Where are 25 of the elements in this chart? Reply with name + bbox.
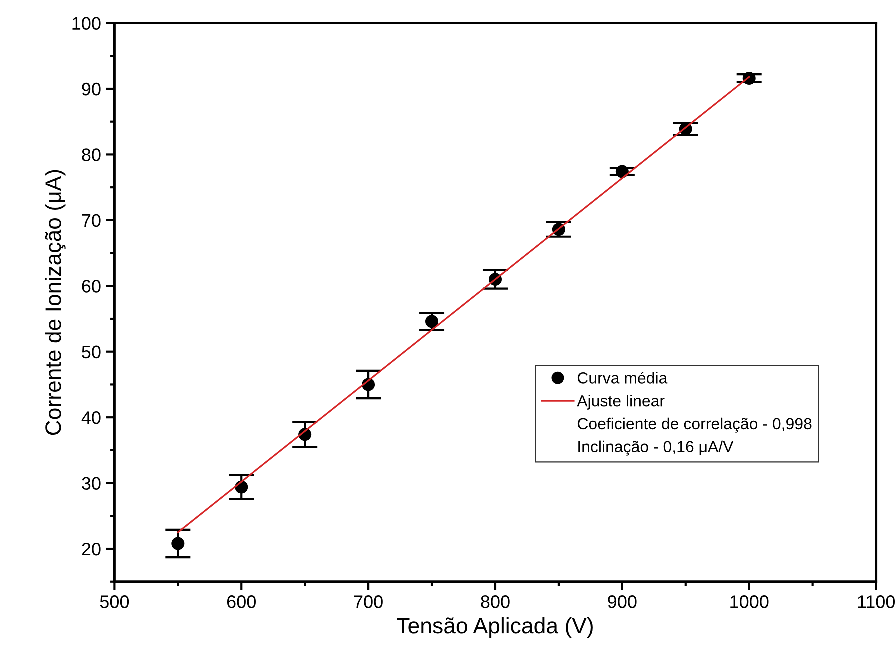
y-tick-label: 90 — [82, 82, 101, 96]
y-tick-label: 80 — [82, 148, 101, 162]
x-tick-label: 1000 — [730, 596, 769, 608]
x-tick-label: 700 — [354, 596, 383, 608]
point — [616, 165, 629, 178]
annotation: Inclinação - 0,16 μA/V — [578, 440, 734, 456]
annotation: Coeficiente de correlação - 0,998 — [578, 418, 812, 433]
x-tick-label: 500 — [100, 596, 130, 608]
y-tick-label: 70 — [82, 214, 101, 228]
y-tick-label: 50 — [82, 346, 101, 359]
point — [172, 537, 185, 550]
x-tick-label: 800 — [481, 596, 510, 608]
x-tick-label: 1100 — [858, 596, 895, 608]
x-axis-title: Tensão Aplicada (V) — [397, 617, 593, 638]
y-tick-label: 30 — [82, 477, 101, 490]
legend-label: Curva média — [578, 372, 668, 384]
point — [426, 315, 439, 328]
y-tick-label: 20 — [82, 542, 101, 556]
y-axis-title: Corrente de Ionização (μA) — [45, 170, 66, 436]
x-tick-label: 900 — [608, 596, 637, 608]
legend-label: Ajuste linear — [577, 395, 665, 410]
y-tick-label: 100 — [72, 17, 101, 30]
x-tick-label: 600 — [227, 596, 256, 608]
y-tick-label: 40 — [82, 412, 101, 424]
y-tick-label: 60 — [82, 280, 101, 293]
